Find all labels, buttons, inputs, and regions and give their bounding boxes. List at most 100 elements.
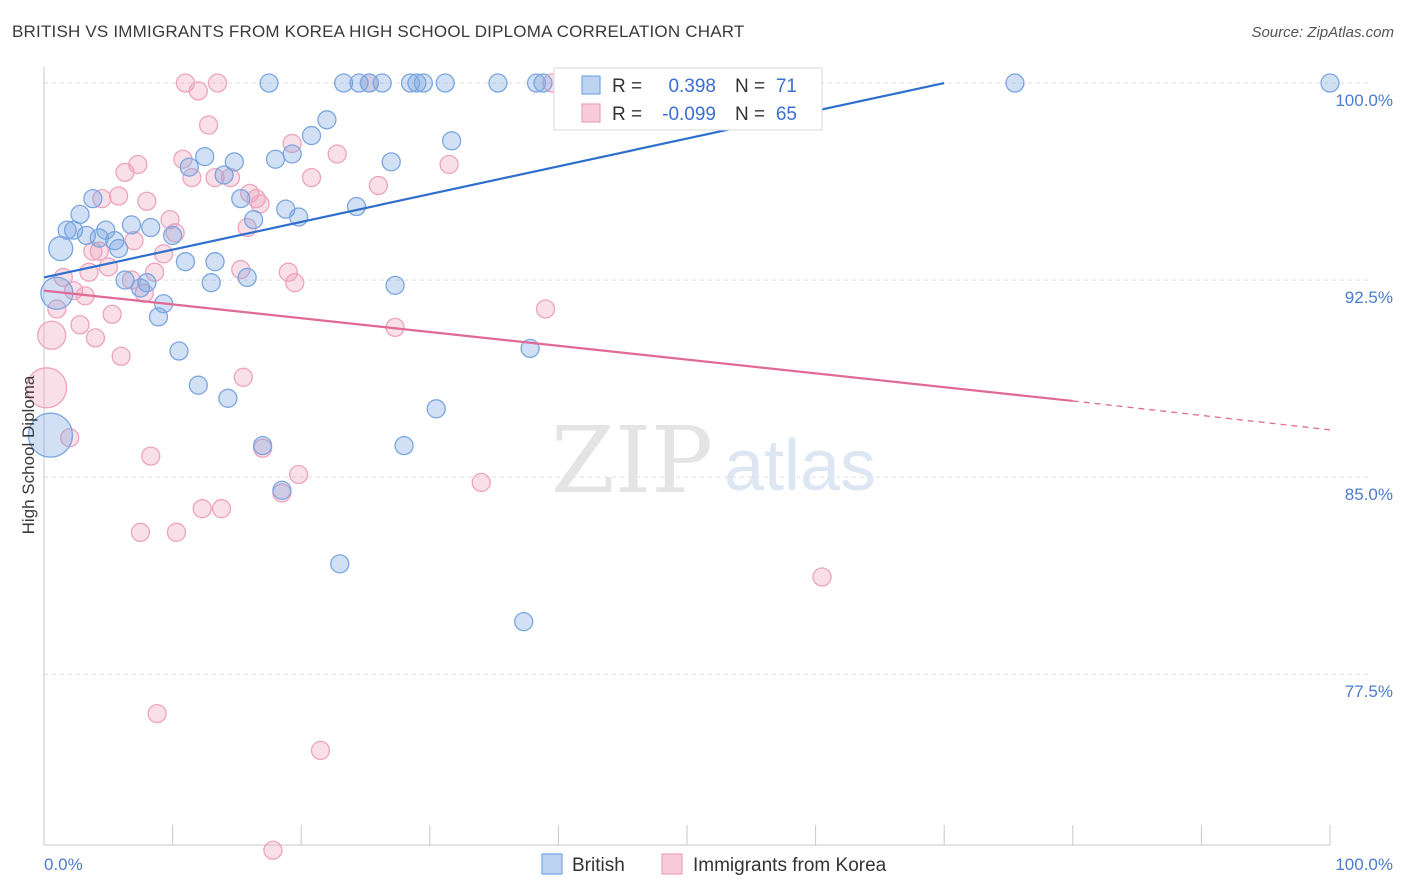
korea-swatch [581, 103, 601, 123]
korea-point [233, 367, 253, 387]
korea-point [128, 154, 148, 175]
watermark: ZIP atlas [551, 407, 876, 514]
x-tick-labels: 0.0% 100.0% [44, 855, 1393, 874]
x-tick-label-1: 100.0% [1335, 855, 1393, 874]
korea-point [231, 259, 251, 280]
series-legend: British Immigrants from Korea [541, 853, 887, 876]
korea-point [535, 299, 556, 319]
british-point [214, 165, 234, 185]
british-point [224, 152, 244, 172]
korea-r-label: R = [612, 104, 642, 125]
korea-point [285, 273, 305, 293]
british-point [514, 612, 534, 632]
british-point [162, 225, 183, 246]
korea-point [98, 257, 118, 277]
korea-trend-line [43, 289, 1073, 403]
korea-point [240, 183, 260, 204]
british-point [169, 341, 189, 361]
british-point [435, 73, 455, 93]
legend-british-swatch [541, 853, 563, 875]
korea-point [144, 262, 165, 282]
british-point [1005, 73, 1025, 93]
korea-point [211, 499, 232, 519]
british-point [488, 73, 508, 93]
korea-point [70, 315, 90, 335]
british-point [381, 152, 401, 172]
korea-point [166, 522, 187, 542]
korea-point [89, 241, 109, 261]
british-point [70, 204, 90, 225]
british-point [231, 188, 251, 209]
british-point [385, 275, 405, 295]
y-tick-labels: 100.0% 92.5% 85.0% 77.5% [1335, 91, 1393, 701]
british-n-label: N = [735, 76, 765, 97]
korea-point [471, 472, 491, 493]
x-tick-label-0: 0.0% [44, 855, 83, 874]
british-point [48, 235, 74, 262]
korea-point [310, 740, 331, 761]
y-tick-label-2: 85.0% [1345, 485, 1393, 504]
british-swatch [581, 75, 601, 95]
british-point [259, 73, 279, 93]
british-point [1320, 73, 1340, 93]
korea-point [111, 346, 131, 366]
british-point [137, 273, 157, 293]
british-point [205, 252, 225, 272]
british-point [426, 399, 446, 419]
british-r-label: R = [612, 76, 642, 97]
legend-british-label: British [572, 855, 625, 876]
stats-legend: R = 0.398 N = 71 R = -0.099 N = 65 [553, 67, 823, 131]
british-point [121, 215, 142, 235]
watermark-zip: ZIP [551, 407, 713, 514]
british-point [218, 388, 238, 408]
korea-point [207, 73, 228, 93]
y-axis-label: High School Diploma [19, 375, 38, 534]
british-point [301, 125, 322, 146]
korea-point [288, 464, 309, 485]
legend-korea-swatch [661, 853, 683, 875]
british-point [272, 480, 292, 500]
korea-point [188, 81, 208, 101]
british-point [442, 131, 462, 151]
british-point [394, 435, 414, 456]
korea-point [173, 149, 193, 169]
british-point [413, 73, 434, 93]
british-point [407, 73, 427, 93]
british-point [349, 73, 369, 93]
british-point [252, 435, 273, 456]
british-point [237, 267, 257, 288]
korea-point [37, 320, 67, 350]
korea-point [25, 367, 68, 409]
british-point [108, 238, 129, 259]
korea-point [812, 567, 832, 587]
british-point [115, 270, 135, 290]
british-points [27, 73, 1340, 632]
chart-title: BRITISH VS IMMIGRANTS FROM KOREA HIGH SC… [12, 22, 745, 41]
british-point [282, 144, 302, 164]
korea-point [165, 223, 185, 243]
british-point [130, 278, 151, 298]
korea-point [198, 115, 219, 135]
korea-point [102, 304, 122, 324]
korea-n-label: N = [735, 104, 765, 125]
korea-r-value: -0.099 [662, 104, 716, 125]
korea-point [263, 840, 283, 860]
korea-point [368, 175, 389, 196]
y-tick-label-3: 77.5% [1345, 682, 1393, 701]
british-r-value: 0.398 [668, 76, 716, 97]
korea-point [108, 186, 129, 206]
grid-lines [44, 82, 1370, 675]
british-point [57, 220, 77, 240]
british-point [188, 375, 208, 395]
british-point [141, 217, 161, 238]
british-point [265, 149, 286, 169]
korea-point [278, 262, 298, 282]
korea-trend-extension [1072, 400, 1331, 431]
british-point [533, 73, 553, 93]
british-point [201, 273, 221, 293]
korea-point [282, 133, 302, 154]
korea-point [327, 144, 347, 164]
korea-point [439, 154, 459, 175]
legend-korea-label: Immigrants from Korea [693, 855, 887, 876]
